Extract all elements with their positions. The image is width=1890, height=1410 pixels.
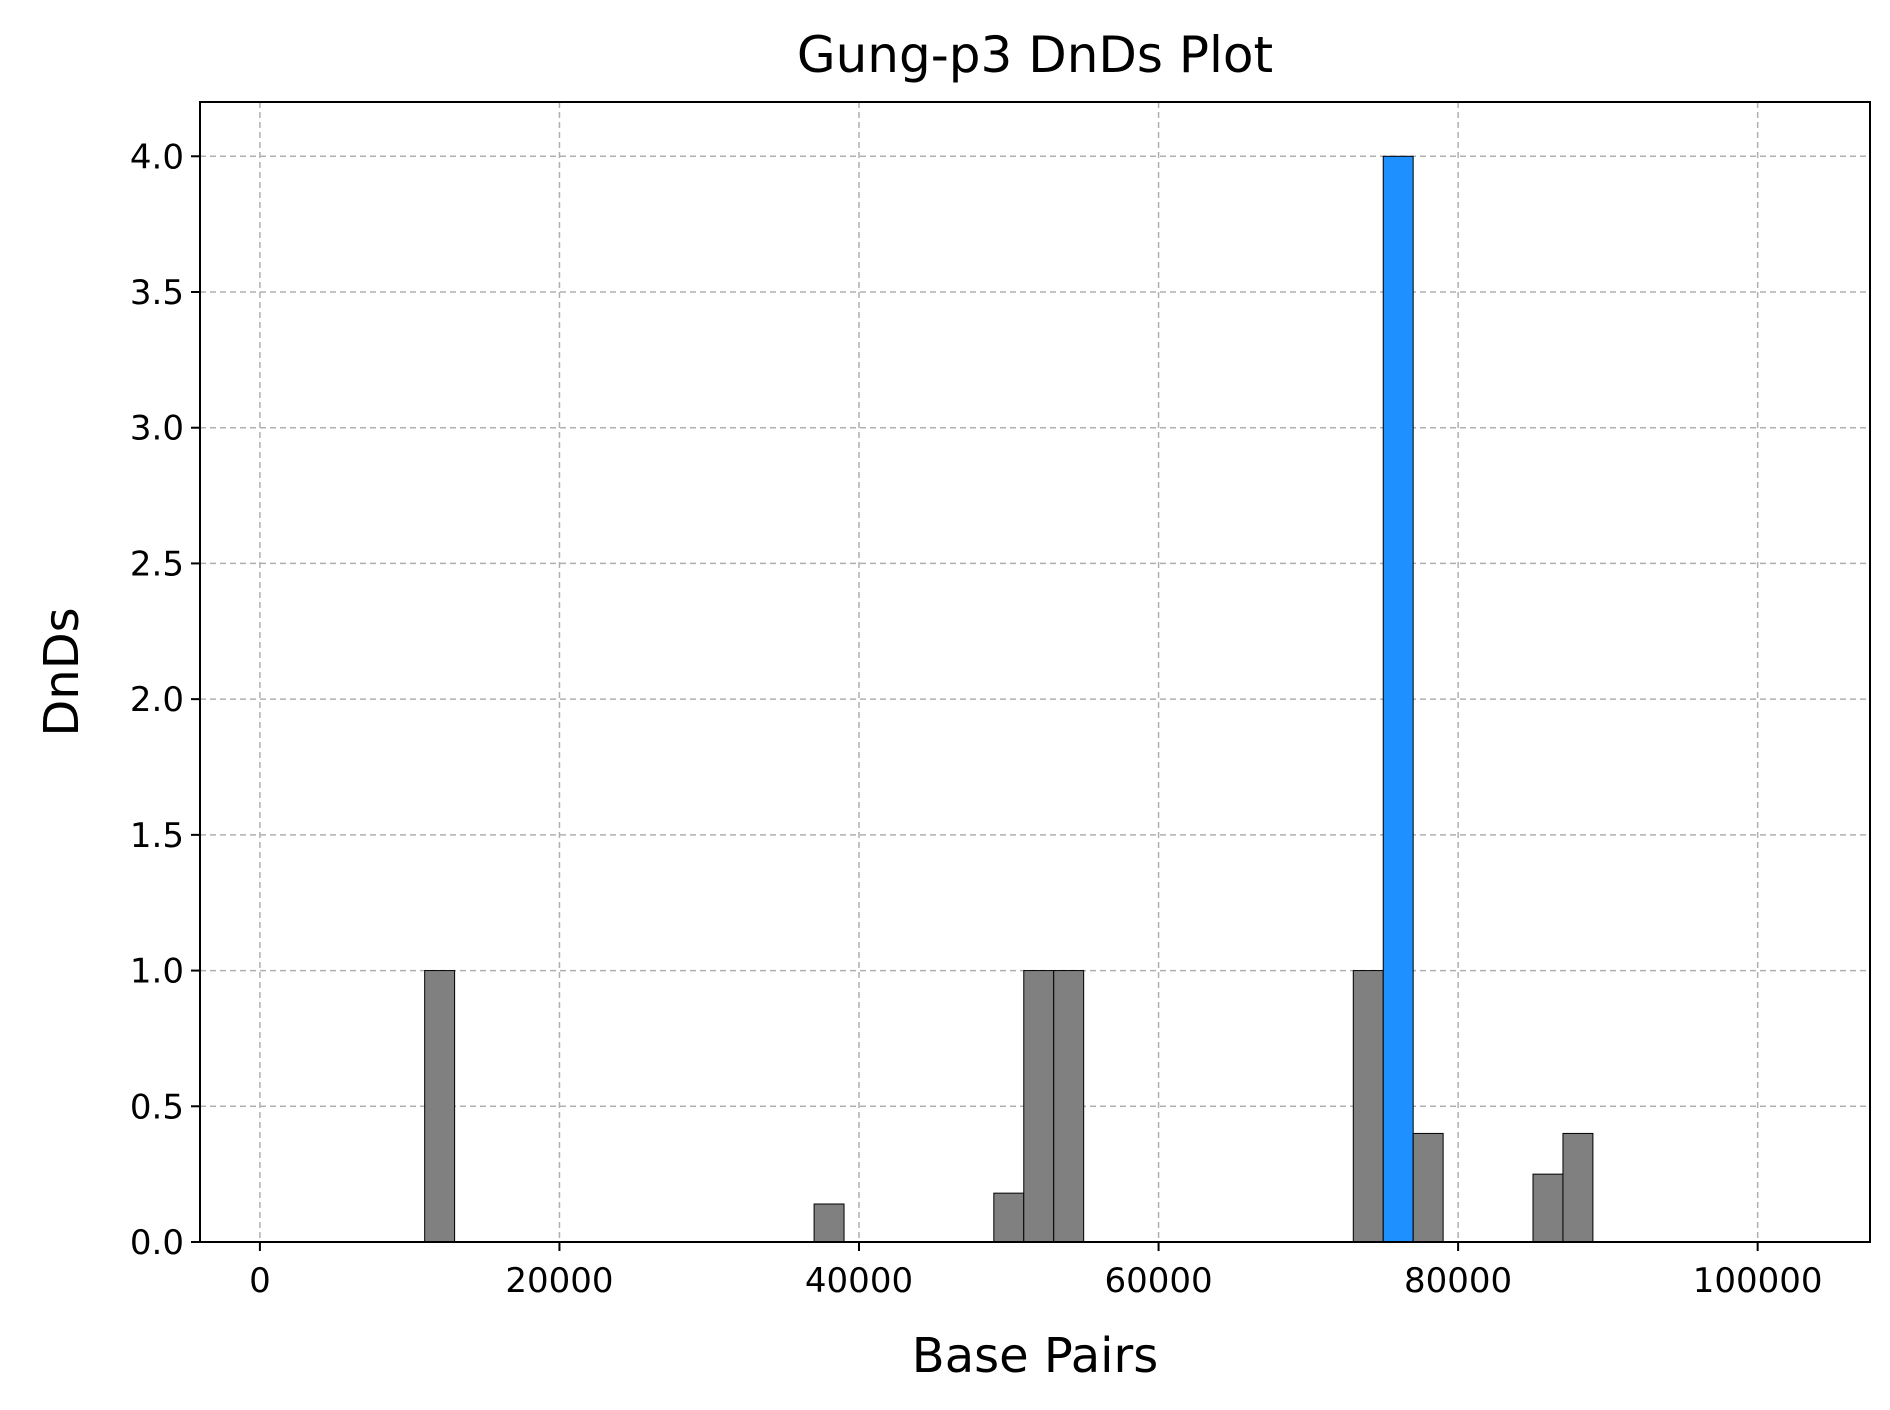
- bar: [1352, 970, 1384, 1243]
- y-tick-label: 0.0: [130, 1223, 184, 1263]
- y-tick-label: 4.0: [130, 137, 184, 177]
- x-tick-label: 20000: [505, 1261, 613, 1301]
- bar: [813, 1203, 845, 1243]
- bar: [1023, 970, 1055, 1243]
- y-tick-label: 3.0: [130, 409, 184, 449]
- y-tick-label: 0.5: [130, 1087, 184, 1127]
- x-tick-label: 0: [249, 1261, 271, 1301]
- bar: [1532, 1173, 1564, 1243]
- bar: [1562, 1132, 1594, 1243]
- y-axis-title: DnDs: [34, 607, 90, 736]
- x-tick-label: 100000: [1693, 1261, 1823, 1301]
- chart-title: Gung-p3 DnDs Plot: [797, 26, 1273, 84]
- bar: [1053, 970, 1085, 1243]
- bars: [424, 155, 1594, 1243]
- x-tick-label: 40000: [805, 1261, 913, 1301]
- bar: [1382, 155, 1414, 1243]
- bar: [1412, 1132, 1444, 1243]
- y-tick-label: 2.0: [130, 680, 184, 720]
- y-tick-label: 1.0: [130, 952, 184, 992]
- x-axis-title: Base Pairs: [912, 1328, 1158, 1384]
- y-tick-label: 3.5: [130, 273, 184, 313]
- x-axis-ticks: 0 20000 40000 60000 80000 100000: [249, 1242, 1823, 1301]
- y-tick-label: 2.5: [130, 544, 184, 584]
- bar: [993, 1192, 1025, 1243]
- x-tick-label: 60000: [1104, 1261, 1212, 1301]
- y-axis-ticks: 0.0 0.5 1.0 1.5 2.0 2.5 3.0 3.5 4.0: [130, 137, 200, 1263]
- plot-frame: [199, 101, 1871, 1243]
- y-tick-label: 1.5: [130, 816, 184, 856]
- bar: [424, 970, 456, 1243]
- x-tick-label: 80000: [1404, 1261, 1512, 1301]
